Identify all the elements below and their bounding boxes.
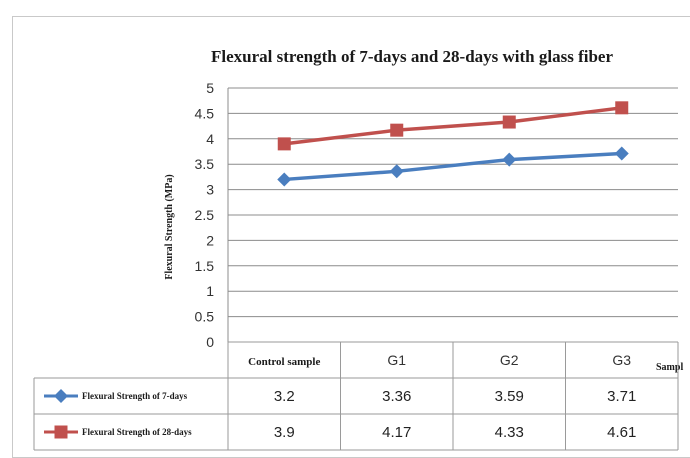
- table-cell-value: 3.9: [274, 424, 295, 441]
- series-line: [284, 106, 622, 146]
- y-tick-label: 4.5: [195, 105, 215, 121]
- table-cell-value: 3.2: [274, 388, 295, 405]
- x-category-label: G1: [387, 352, 406, 368]
- y-tick-label: 2.5: [195, 207, 215, 223]
- y-tick-label: 0: [206, 334, 214, 350]
- y-tick-label: 0.5: [195, 309, 215, 325]
- x-axis-label: Sampl: [656, 362, 683, 373]
- data-point: [277, 172, 292, 187]
- data-point: [502, 115, 516, 129]
- data-point: [277, 137, 291, 151]
- data-point: [390, 123, 404, 137]
- table-cell-value: 4.17: [382, 424, 411, 441]
- y-tick-label: 1: [206, 283, 214, 299]
- legend-marker: [54, 425, 68, 439]
- table-cell-value: 3.71: [607, 388, 636, 405]
- x-category-label: Control sample: [248, 356, 320, 368]
- legend-label: Flexural Strength of 7-days: [82, 391, 188, 401]
- x-category-label: G2: [500, 352, 519, 368]
- y-tick-label: 1.5: [195, 258, 215, 274]
- series-group: [277, 101, 629, 187]
- table-cell-value: 4.61: [607, 424, 636, 441]
- data-point: [615, 101, 629, 115]
- table-cell-value: 4.33: [495, 424, 524, 441]
- data-point: [389, 164, 404, 179]
- data-point: [502, 152, 517, 167]
- table-cell-value: 3.59: [495, 388, 524, 405]
- y-tick-label: 4: [206, 131, 214, 147]
- y-tick-label: 3.5: [195, 156, 215, 172]
- y-axis-label: Flexural Strength (MPa): [164, 174, 175, 279]
- series-line: [284, 151, 622, 182]
- data-table: Control sample G1 G2 G3 Flexural Strength of…: [33, 341, 679, 451]
- y-tick-label: 2: [206, 232, 214, 248]
- data-point: [614, 146, 629, 161]
- y-axis-ticks: 0 0.5 1 1.5 2 2.5 3 3.5 4 4.5 5: [195, 80, 215, 350]
- legend-marker: [54, 389, 68, 403]
- chart-title: Flexural strength of 7-days and 28-days …: [211, 47, 613, 66]
- x-category-label: G3: [612, 352, 631, 368]
- legend-label: Flexural Strength of 28-days: [82, 427, 192, 437]
- table-cell-value: 3.36: [382, 388, 411, 405]
- y-tick-label: 5: [206, 80, 214, 96]
- y-tick-label: 3: [206, 182, 214, 198]
- chart-frame: [12, 16, 690, 458]
